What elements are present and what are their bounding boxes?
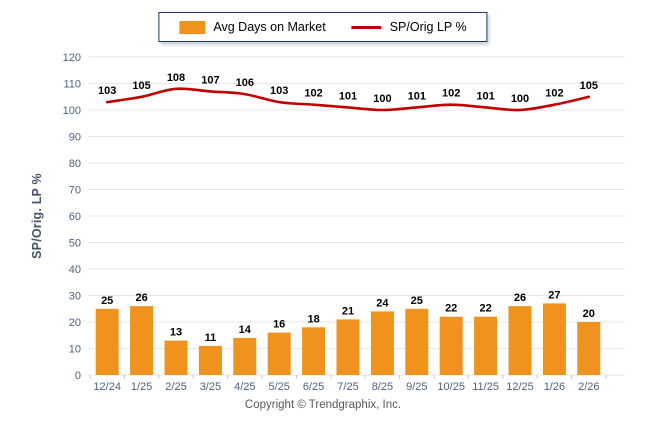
y-tick-label: 20 bbox=[69, 317, 81, 329]
line-value-label: 102 bbox=[304, 88, 322, 100]
x-tick-label: 2/26 bbox=[578, 381, 599, 393]
bar bbox=[336, 319, 360, 375]
y-tick-label: 30 bbox=[69, 291, 81, 303]
y-tick-label: 50 bbox=[69, 238, 81, 250]
line-value-label: 103 bbox=[98, 85, 116, 97]
legend-item-bar-series: Avg Days on Market bbox=[179, 20, 326, 34]
x-tick-label: 4/25 bbox=[234, 381, 255, 393]
x-tick-label: 12/25 bbox=[506, 381, 534, 393]
y-tick-label: 90 bbox=[69, 132, 81, 144]
bar bbox=[267, 332, 291, 375]
bar bbox=[405, 308, 429, 375]
line-value-label: 105 bbox=[132, 80, 150, 92]
x-tick-label: 7/25 bbox=[337, 381, 358, 393]
line-value-label: 100 bbox=[511, 93, 529, 105]
y-tick-label: 110 bbox=[63, 79, 81, 91]
line-value-label: 102 bbox=[545, 88, 563, 100]
bar-value-label: 21 bbox=[342, 305, 354, 317]
bar-series-swatch-icon bbox=[179, 20, 206, 34]
y-tick-label: 100 bbox=[63, 105, 81, 117]
bar-value-label: 27 bbox=[548, 289, 560, 301]
bar bbox=[302, 327, 326, 375]
line-value-label: 101 bbox=[339, 90, 357, 102]
bar bbox=[370, 311, 394, 375]
line-value-label: 105 bbox=[580, 80, 598, 92]
bar-value-label: 18 bbox=[307, 313, 319, 325]
bar bbox=[474, 316, 498, 375]
bar bbox=[130, 306, 154, 375]
bar-value-label: 14 bbox=[239, 324, 252, 336]
bar bbox=[577, 322, 601, 375]
x-tick-label: 11/25 bbox=[472, 381, 499, 393]
legend-item-line-series: SP/Orig LP % bbox=[351, 20, 467, 34]
legend-label-bar-series: Avg Days on Market bbox=[213, 20, 326, 34]
y-tick-label: 70 bbox=[69, 185, 81, 197]
x-tick-label: 10/25 bbox=[437, 381, 465, 393]
bar bbox=[233, 337, 257, 375]
x-tick-label: 8/25 bbox=[372, 381, 393, 393]
bar-value-label: 16 bbox=[273, 319, 285, 331]
bar bbox=[439, 316, 463, 375]
line-series-swatch-icon bbox=[351, 25, 382, 29]
bar bbox=[542, 303, 566, 375]
y-tick-label: 40 bbox=[69, 264, 81, 276]
line-value-label: 108 bbox=[167, 72, 185, 84]
y-tick-label: 0 bbox=[75, 370, 81, 382]
x-tick-label: 3/25 bbox=[200, 381, 221, 393]
bar-value-label: 11 bbox=[205, 332, 217, 344]
line-value-label: 106 bbox=[236, 77, 254, 89]
line-value-label: 101 bbox=[408, 90, 426, 102]
bar-value-label: 24 bbox=[376, 297, 389, 309]
bar bbox=[198, 345, 222, 375]
bar-value-label: 25 bbox=[101, 295, 113, 307]
y-tick-label: 10 bbox=[69, 344, 81, 356]
bar-value-label: 22 bbox=[445, 303, 457, 315]
bar-value-label: 26 bbox=[514, 292, 526, 304]
bar bbox=[164, 340, 188, 375]
x-tick-label: 2/25 bbox=[165, 381, 186, 393]
line-value-label: 100 bbox=[373, 93, 391, 105]
legend: Avg Days on Market SP/Orig LP % bbox=[158, 12, 488, 42]
line-value-label: 107 bbox=[201, 74, 219, 86]
bar-value-label: 26 bbox=[135, 292, 147, 304]
x-tick-label: 12/24 bbox=[93, 381, 121, 393]
bar-value-label: 25 bbox=[411, 295, 423, 307]
bar-value-label: 22 bbox=[479, 303, 491, 315]
bar-value-label: 20 bbox=[583, 308, 595, 320]
y-tick-label: 120 bbox=[63, 52, 81, 64]
line-value-label: 101 bbox=[476, 90, 494, 102]
y-tick-label: 60 bbox=[69, 211, 81, 223]
x-tick-label: 1/26 bbox=[544, 381, 565, 393]
bar bbox=[95, 308, 119, 375]
line-series-path bbox=[105, 87, 591, 112]
x-tick-label: 9/25 bbox=[406, 381, 427, 393]
line-value-label: 102 bbox=[442, 88, 460, 100]
legend-label-line-series: SP/Orig LP % bbox=[389, 20, 467, 34]
line-value-label: 103 bbox=[270, 85, 288, 97]
x-tick-label: 6/25 bbox=[303, 381, 324, 393]
x-tick-label: 5/25 bbox=[268, 381, 289, 393]
bar bbox=[508, 306, 532, 375]
y-tick-label: 80 bbox=[69, 158, 81, 170]
copyright-text: Copyright © Trendgraphix, Inc. bbox=[244, 399, 402, 411]
x-tick-label: 1/25 bbox=[131, 381, 152, 393]
bar-value-label: 13 bbox=[170, 327, 182, 339]
